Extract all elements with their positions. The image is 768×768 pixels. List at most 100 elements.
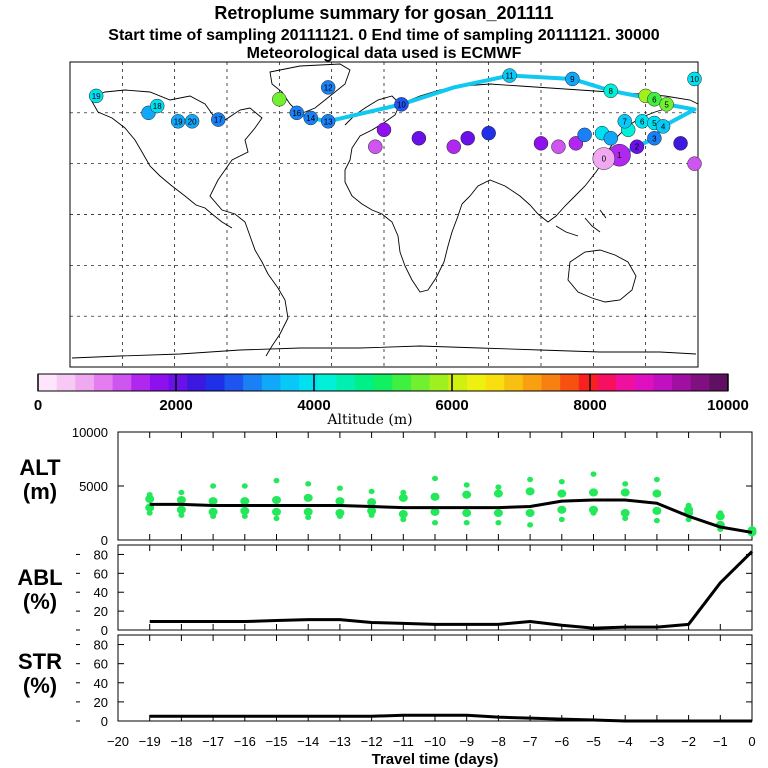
scatter-point xyxy=(208,507,218,516)
centroid-circle xyxy=(647,131,662,146)
centroid-marker: 4 xyxy=(655,119,671,134)
centroid-marker: 0 xyxy=(592,147,616,170)
x-tick-label: −16 xyxy=(234,734,256,749)
x-tick-label: −5 xyxy=(586,734,601,749)
scatter-point xyxy=(622,481,629,487)
colorbar-cell xyxy=(392,374,412,391)
centroid-label: 6 xyxy=(640,117,645,126)
scatter-point xyxy=(210,483,217,489)
colorbar-cell xyxy=(429,374,449,391)
coastlines xyxy=(71,63,699,359)
colorbar-cell xyxy=(616,374,636,391)
x-tick-label: −4 xyxy=(618,734,633,749)
scatter-point xyxy=(589,488,598,497)
colorbar-cell xyxy=(336,374,356,391)
scatter-point xyxy=(653,517,660,524)
centroid-label: 7 xyxy=(623,117,628,126)
centroid-label: 10 xyxy=(690,75,699,84)
centroid-circle xyxy=(394,97,409,112)
centroid-label: 1 xyxy=(617,151,622,160)
centroid-label: 4 xyxy=(661,122,666,131)
y-tick-label: 5000 xyxy=(79,479,108,494)
colorbar-cell xyxy=(93,374,114,391)
scatter-point xyxy=(558,478,565,485)
scatter-point xyxy=(717,510,724,516)
centroid-label: 5 xyxy=(664,100,669,109)
colorbar-cell xyxy=(317,374,337,391)
y-tick-label: 40 xyxy=(94,585,108,600)
y-tick-label: 80 xyxy=(94,547,108,562)
centroid-marker: 14 xyxy=(303,110,318,126)
y-tick-label: 0 xyxy=(101,623,108,638)
abl-label-line1: ABL xyxy=(17,565,63,590)
y-tick-label: 0 xyxy=(101,533,108,548)
colorbar-cell xyxy=(634,374,654,391)
colorbar-cell xyxy=(75,374,95,391)
plume-bubble xyxy=(411,131,427,146)
centroid-circle xyxy=(320,114,336,129)
centroid-label: 13 xyxy=(324,117,333,126)
colorbar-tick-label: 8000 xyxy=(573,397,606,414)
centroid-label: 19 xyxy=(174,117,183,126)
plume-bubble xyxy=(368,139,383,154)
colorbar-cell xyxy=(131,374,151,391)
colorbar-cell xyxy=(187,374,207,391)
scatter-point xyxy=(272,507,281,516)
centroid-marker: 5 xyxy=(659,97,674,112)
x-tick-label: −10 xyxy=(424,734,446,749)
scatter-point xyxy=(622,515,629,522)
x-tick-label: −1 xyxy=(713,734,728,749)
centroid-circle xyxy=(303,110,318,126)
colorbar-cell xyxy=(709,374,729,391)
centroid-circle xyxy=(655,119,671,134)
scatter-point xyxy=(145,494,155,504)
scatter-point xyxy=(463,520,470,526)
trajectory-path xyxy=(296,73,697,161)
centroid-circle xyxy=(659,97,674,112)
colorbar-cell xyxy=(56,374,76,391)
y-tick-label: 60 xyxy=(94,657,108,672)
x-tick-label: −20 xyxy=(107,734,129,749)
centroid-marker: 9 xyxy=(565,71,580,87)
y-tick-label: 20 xyxy=(94,695,108,710)
x-tick-label: −12 xyxy=(361,734,383,749)
scatter-point xyxy=(241,513,248,519)
centroid-label: 8 xyxy=(609,87,614,96)
colorbar-cell xyxy=(149,374,170,391)
plume-bubble xyxy=(603,131,619,146)
scatter-point xyxy=(463,482,470,488)
x-tick-label: −18 xyxy=(170,734,192,749)
colorbar-cell xyxy=(578,374,598,391)
y-tick-label: 0 xyxy=(101,714,108,729)
scatter-point xyxy=(208,497,218,506)
plume-bubble xyxy=(687,156,702,171)
colorbar-cell xyxy=(224,374,244,391)
colorbar-cell xyxy=(485,374,505,391)
centroid-circle xyxy=(170,114,186,129)
centroid-marker: 18 xyxy=(149,98,165,114)
scatter-point xyxy=(432,475,438,482)
centroid-label: 14 xyxy=(306,114,315,123)
scatter-point xyxy=(493,508,503,518)
centroid-label: 11 xyxy=(505,72,514,81)
scatter-point xyxy=(335,508,345,518)
centroid-marker: 11 xyxy=(502,68,517,83)
scatter-point xyxy=(430,507,440,516)
plume-bubble xyxy=(446,139,462,154)
scatter-point xyxy=(367,506,377,515)
scatter-point xyxy=(240,506,250,515)
str-panel-label: STR (%) xyxy=(8,650,72,698)
scatter-point xyxy=(620,508,630,518)
x-tick-label: −2 xyxy=(681,734,696,749)
x-tick-label: 0 xyxy=(748,734,755,749)
meteorological-data-subtitle: Meteorological data used is ECMWF xyxy=(246,45,522,62)
scatter-point xyxy=(305,481,312,487)
scatter-point xyxy=(368,488,375,495)
scatter-point xyxy=(462,490,472,499)
centroid-circle xyxy=(289,105,305,121)
abl-label-line2: (%) xyxy=(22,589,58,614)
scatter-point xyxy=(303,507,313,516)
colorbar-tick-label: 0 xyxy=(34,397,42,414)
colorbar-cell xyxy=(373,374,393,391)
